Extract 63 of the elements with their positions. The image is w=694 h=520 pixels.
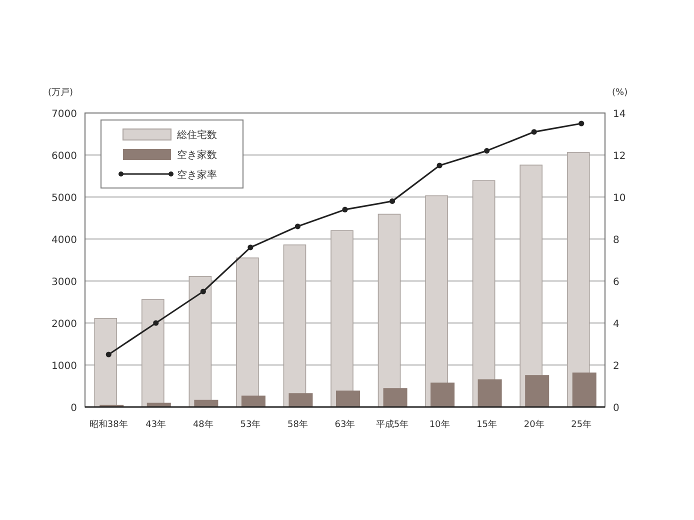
point [294, 224, 301, 230]
y-tick-label: 1000 [52, 361, 77, 372]
legend-label: 空き家数 [177, 149, 217, 161]
bar [336, 390, 360, 407]
bar [472, 180, 496, 408]
y-tick-label: 4000 [52, 235, 77, 246]
point [389, 198, 396, 204]
y-tick-label: 2000 [52, 319, 77, 330]
point [436, 162, 442, 168]
x-tick-label: 58年 [288, 419, 308, 430]
point [106, 352, 112, 358]
bar [520, 164, 542, 408]
x-tick-label: 昭和38年 [89, 419, 128, 430]
x-tick-label: 25年 [571, 419, 592, 430]
point [153, 320, 159, 326]
y-tick-label: 5000 [52, 193, 77, 204]
point [342, 206, 348, 212]
bar [430, 382, 455, 407]
bar [241, 396, 266, 407]
point [578, 120, 584, 126]
bar [188, 276, 212, 408]
x-tick-label: 43年 [146, 419, 166, 430]
x-tick-label: 48年 [192, 419, 214, 430]
y2-tick-label: 8 [613, 235, 620, 246]
bar [425, 195, 448, 408]
bar [330, 230, 354, 408]
bar [378, 214, 401, 408]
bar [194, 400, 218, 407]
bar [142, 299, 164, 408]
x-tick-label: 10年 [429, 419, 450, 430]
bar [383, 388, 408, 407]
y-tick-label: 3000 [52, 277, 77, 288]
y2-axis-title: (%) [612, 88, 628, 98]
x-tick-label: 63年 [334, 419, 356, 430]
x-tick-label: 53年 [240, 419, 261, 430]
bar [525, 375, 550, 407]
x-tick-label: 15年 [476, 419, 498, 430]
legend-label: 総住宅数 [176, 129, 217, 141]
y-axis-title: (万戸) [48, 88, 74, 98]
y-tick-label: 7000 [52, 109, 77, 120]
bar [288, 393, 313, 407]
bar [236, 258, 259, 408]
bar [94, 318, 118, 408]
point [200, 288, 206, 294]
x-tick-label: 平成5年 [376, 419, 409, 430]
bar [566, 152, 590, 408]
x-tick-label: 20年 [524, 419, 544, 430]
bar [572, 372, 596, 407]
y-tick-label: 6000 [52, 151, 77, 162]
y2-tick-label: 14 [613, 109, 626, 120]
point [531, 129, 537, 135]
y-tick-label: 0 [70, 403, 77, 414]
y2-tick-label: 0 [613, 403, 620, 414]
bar [478, 379, 502, 407]
point [248, 244, 254, 250]
legend-label: 空き家率 [177, 169, 217, 181]
point [484, 148, 490, 154]
y2-tick-label: 4 [613, 319, 620, 330]
y2-tick-label: 12 [613, 151, 626, 162]
y2-tick-label: 2 [613, 361, 620, 372]
bar [283, 244, 306, 408]
y2-tick-label: 6 [613, 277, 620, 288]
y2-tick-label: 10 [613, 193, 626, 204]
